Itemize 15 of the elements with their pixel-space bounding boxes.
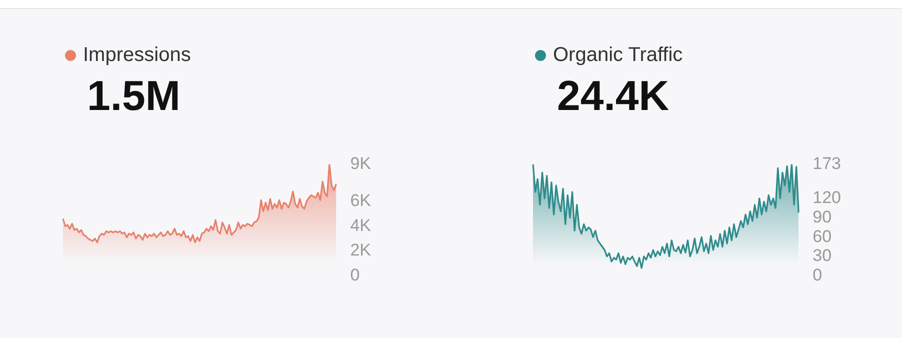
y-tick-label: 0 (812, 265, 822, 284)
y-tick-label: 9K (350, 154, 372, 173)
y-tick-label: 90 (812, 207, 832, 226)
legend-label: Organic Traffic (553, 44, 683, 67)
y-tick-label: 120 (812, 188, 842, 208)
legend-label: Impressions (83, 44, 191, 67)
y-tick-label: 173 (812, 154, 842, 173)
y-tick-label: 60 (812, 226, 832, 246)
y-tick-label: 30 (812, 246, 832, 266)
y-tick-label: 4K (350, 216, 372, 235)
y-tick-label: 6K (350, 191, 372, 210)
chart-title: 24.4K (557, 72, 670, 120)
y-tick-label: 0 (350, 265, 360, 284)
y-tick-label: 2K (350, 240, 372, 260)
chart-title: 1.5M (87, 72, 180, 120)
